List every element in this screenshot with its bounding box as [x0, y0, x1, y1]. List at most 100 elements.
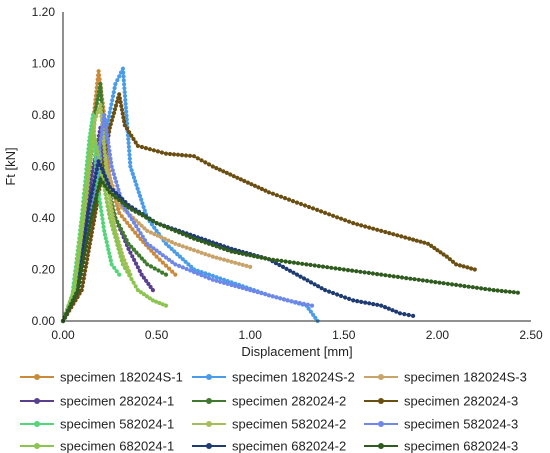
data-point [91, 204, 96, 209]
data-point [106, 118, 111, 123]
data-point [404, 276, 409, 281]
data-point [78, 276, 83, 281]
data-point [131, 280, 136, 285]
data-point [78, 237, 83, 242]
data-point [169, 240, 174, 245]
data-point [89, 230, 94, 235]
data-point [418, 239, 423, 244]
data-point [173, 262, 178, 267]
data-point [228, 172, 233, 177]
data-point [102, 232, 108, 237]
data-point [115, 99, 120, 104]
data-point [454, 282, 459, 287]
data-point [301, 276, 307, 281]
legend-swatch-marker [378, 374, 384, 380]
data-point [107, 110, 112, 115]
data-point [75, 288, 81, 293]
data-point [120, 66, 125, 71]
data-point [125, 210, 130, 215]
data-point [80, 217, 85, 222]
data-point [210, 254, 215, 259]
data-point [184, 245, 189, 250]
data-point [136, 227, 141, 232]
data-point [454, 262, 459, 267]
data-point [295, 261, 301, 266]
series-6 [60, 92, 477, 324]
data-point [191, 248, 197, 253]
data-point [143, 146, 148, 151]
data-point [97, 197, 102, 202]
data-point [310, 206, 316, 211]
legend: specimen 182024S-1 specimen 182024S-2 spec… [20, 370, 527, 453]
data-point [236, 250, 242, 256]
legend-item: specimen 582024-1 [20, 417, 174, 432]
data-point [411, 313, 416, 318]
data-point [139, 197, 144, 202]
data-point [240, 251, 245, 256]
data-point [151, 148, 156, 153]
data-point [148, 230, 153, 235]
data-point [111, 227, 116, 232]
data-point [371, 302, 376, 307]
tick-labels: 0.00 0.50 1.00 1.50 2.00 2.50 0.00 0.20 0.40 0.60… [32, 5, 543, 342]
data-point [183, 153, 189, 158]
data-point [117, 74, 122, 79]
data-point [154, 221, 159, 226]
data-point [103, 120, 108, 125]
data-point [154, 228, 159, 233]
data-point [386, 306, 391, 311]
data-point [206, 241, 212, 246]
data-point [100, 220, 106, 226]
data-point [370, 271, 375, 276]
data-point [165, 225, 170, 230]
data-point [67, 305, 72, 310]
data-point [72, 284, 77, 289]
data-point [306, 204, 312, 210]
data-point [89, 212, 95, 217]
data-series-layer [60, 65, 521, 324]
data-point [126, 137, 131, 142]
data-point [107, 215, 112, 221]
data-point [248, 253, 253, 258]
data-point [173, 241, 178, 246]
data-point [280, 264, 286, 269]
data-point [80, 213, 85, 218]
data-point [107, 152, 112, 157]
data-point [214, 275, 219, 280]
data-point [109, 208, 115, 214]
data-point [416, 277, 421, 282]
data-point [81, 276, 86, 281]
data-point [221, 246, 227, 251]
data-point [129, 244, 134, 249]
data-point [127, 213, 132, 218]
data-point [97, 181, 102, 186]
data-point [110, 192, 115, 197]
data-point [221, 277, 227, 282]
data-point [157, 300, 162, 306]
data-point [108, 200, 113, 206]
data-point [113, 191, 119, 196]
data-point [173, 272, 178, 277]
data-point [107, 190, 112, 195]
data-point [145, 228, 150, 233]
data-point [203, 274, 208, 279]
x-tick-label: 2.00 [426, 328, 450, 342]
data-point [86, 166, 91, 171]
data-point [142, 259, 147, 264]
data-point [235, 175, 240, 180]
data-point [150, 288, 155, 293]
legend-label: specimen 282024-2 [232, 394, 346, 409]
data-point [283, 259, 288, 264]
data-point [129, 168, 134, 173]
data-point [98, 201, 103, 206]
data-point [97, 73, 102, 78]
data-point [88, 195, 93, 200]
data-point [109, 102, 114, 107]
data-point [152, 225, 157, 230]
data-point [142, 238, 148, 243]
data-point [214, 255, 219, 260]
data-point [319, 209, 324, 214]
data-point [252, 183, 257, 188]
data-point [134, 182, 139, 187]
